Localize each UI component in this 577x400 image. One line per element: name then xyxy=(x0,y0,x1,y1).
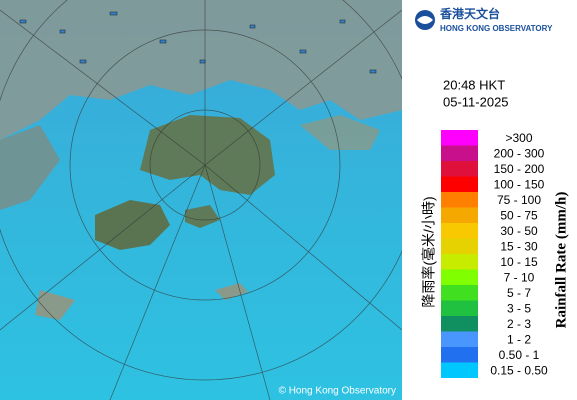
legend-label: >300 xyxy=(505,131,532,145)
map xyxy=(0,0,402,400)
legend-swatch xyxy=(441,176,478,192)
legend-label: 75 - 100 xyxy=(497,193,541,207)
legend-swatch xyxy=(441,285,478,301)
legend-label: 150 - 200 xyxy=(494,162,545,176)
legend-swatch xyxy=(441,192,478,208)
legend-label: 30 - 50 xyxy=(500,224,538,238)
logo-title-en: HONG KONG OBSERVATORY xyxy=(440,24,553,33)
legend-swatch xyxy=(441,161,478,177)
time: 20:48 HKT xyxy=(443,77,505,92)
logo xyxy=(415,10,435,30)
date: 05-11-2025 xyxy=(443,94,509,109)
legend-label: 2 - 3 xyxy=(507,317,531,331)
legend-label: 0.50 - 1 xyxy=(499,348,540,362)
legend-swatch xyxy=(441,347,478,363)
legend-label: 100 - 150 xyxy=(494,177,545,191)
legend-swatch xyxy=(441,300,478,316)
legend-swatch xyxy=(441,331,478,347)
legend-label: 0.15 - 0.50 xyxy=(490,363,548,377)
legend-label: 5 - 7 xyxy=(507,286,531,300)
copyright: © Hong Kong Observatory xyxy=(279,386,396,397)
legend-title-en: Rainfall Rate (mm/h) xyxy=(553,192,569,329)
logo-title-zh: 香港天文台 xyxy=(439,6,500,21)
legend-title-zh: 降雨率(毫米/小時) xyxy=(421,196,437,307)
legend-swatch xyxy=(441,269,478,285)
legend-label: 7 - 10 xyxy=(504,270,535,284)
legend-label: 1 - 2 xyxy=(507,332,531,346)
legend-swatch xyxy=(441,238,478,254)
legend-label: 10 - 15 xyxy=(500,255,538,269)
legend-swatch xyxy=(441,362,478,378)
legend-swatch xyxy=(441,145,478,161)
legend-swatch xyxy=(441,316,478,332)
legend-swatch xyxy=(441,207,478,223)
legend-swatch xyxy=(441,130,478,146)
legend-label: 50 - 75 xyxy=(500,208,538,222)
legend-label: 15 - 30 xyxy=(500,239,538,253)
legend-swatch xyxy=(441,223,478,239)
legend-swatch xyxy=(441,254,478,270)
legend-label: 3 - 5 xyxy=(507,301,531,315)
legend-label: 200 - 300 xyxy=(494,146,545,160)
